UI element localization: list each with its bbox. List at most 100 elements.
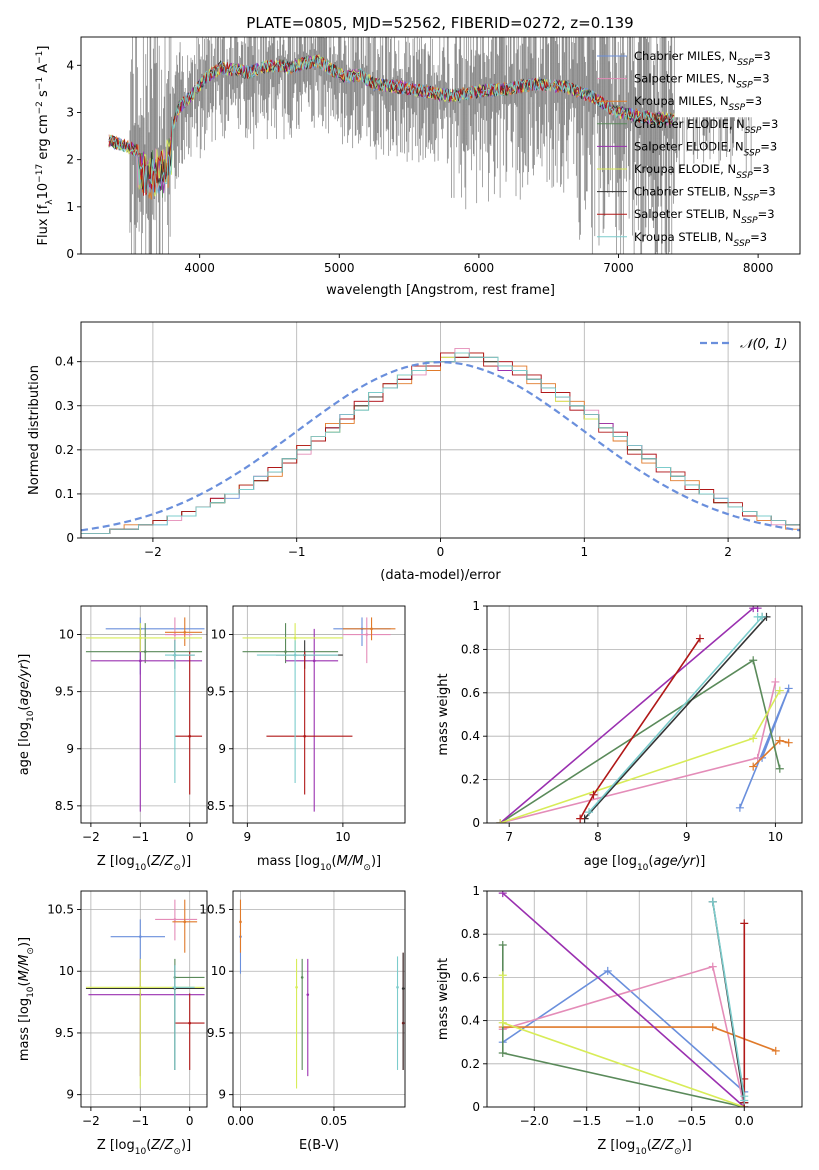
label-part: SSP	[734, 239, 751, 249]
y-tick-label: 0.2	[55, 443, 74, 457]
x-tick-label: 0	[186, 1114, 194, 1128]
label-part: =3	[753, 162, 770, 176]
y-tick-label: 8.5	[55, 799, 74, 813]
y-tick-label: 0.4	[461, 1014, 480, 1028]
data-point	[173, 633, 177, 636]
label-part: (	[647, 1138, 652, 1153]
label-part: Chabrier STELIB, N	[634, 185, 742, 199]
label-part: −1	[35, 77, 45, 90]
y-tick-label: 9.5	[207, 685, 226, 699]
label-part: 10	[637, 863, 649, 873]
label-part: Z [log	[97, 854, 135, 869]
plus-marker	[784, 684, 793, 693]
x-tick-label: 7000	[603, 261, 634, 275]
plus-marker	[740, 1096, 749, 1105]
x-tick-label: 0	[186, 830, 194, 844]
plus-marker	[753, 753, 762, 762]
plus-marker	[496, 819, 505, 823]
plus-marker	[708, 1023, 717, 1032]
data-point	[183, 630, 187, 634]
label-part: =3	[760, 139, 777, 153]
label-part: SSP	[741, 216, 758, 226]
plus-marker	[708, 962, 717, 971]
plus-marker	[589, 790, 598, 799]
plus-marker	[771, 677, 780, 686]
y-tick-label: 9.5	[55, 1026, 74, 1040]
x-tick-label: 6000	[464, 261, 495, 275]
y-tick-label: 9.5	[207, 1026, 226, 1040]
plus-marker	[576, 814, 585, 823]
legend-entry: Kroupa MILES, NSSP=3	[634, 94, 762, 113]
x-tick-label: 4000	[184, 261, 215, 275]
label-part: Chabrier ELODIE, N	[634, 117, 745, 131]
y-tick-label: 1	[472, 884, 480, 898]
x-tick-label: 7	[505, 830, 513, 844]
data-point	[293, 653, 297, 657]
residual-histogram-panel: −2 −1 0 1 2 0 0.1 0.2 0.3 0.4 (data-model)/error No…	[27, 321, 801, 583]
legend-entry: Salpeter MILES, NSSP=3	[634, 72, 770, 91]
label-part: Chabrier MILES, N	[634, 49, 737, 63]
y-tick-label: 0.4	[55, 355, 74, 369]
y-tick-label: 0	[472, 816, 480, 830]
y-axis-label: age [log10(age/yr)]	[17, 654, 36, 776]
plus-marker	[498, 1018, 507, 1027]
label-part: s	[36, 90, 51, 101]
label-part: age/yr	[17, 662, 32, 705]
y-axis-label: Flux [fλ10−17 erg cm−2 s−1 A−1]	[35, 46, 55, 246]
figure-title: PLATE=0805, MJD=52562, FIBERID=0272, z=0…	[246, 14, 633, 32]
x-tick-label: 0.0	[735, 1114, 754, 1128]
y-axis-label: mass weight	[436, 673, 451, 755]
data-point	[365, 633, 369, 636]
label-part: (	[332, 854, 337, 869]
plus-marker	[498, 1049, 507, 1057]
x-tick-label: 0.00	[227, 1114, 254, 1128]
label-part: SSP	[745, 126, 762, 136]
weight-line-chabrier-stelib	[584, 616, 769, 820]
y-tick-label: 10	[211, 964, 226, 978]
label-part: )]	[371, 854, 381, 869]
y-tick-label: 10.5	[199, 903, 226, 917]
plus-marker	[775, 686, 784, 695]
label-part: SSP	[736, 171, 753, 181]
data-point	[370, 627, 373, 631]
label-part: (	[146, 1138, 151, 1153]
x-tick-label: −2.0	[520, 1114, 549, 1128]
label-part: age [log	[17, 722, 32, 775]
x-tick-label: −0.5	[677, 1114, 706, 1128]
label-part: Salpeter MILES, N	[634, 72, 736, 86]
label-part: A	[36, 64, 51, 77]
y-tick-label: 0.3	[55, 399, 74, 413]
label-part: ⊙	[173, 863, 181, 873]
plus-marker	[749, 656, 758, 665]
axes-frame	[80, 605, 208, 824]
x-axis-label: Z [log10(Z/Z⊙)]	[97, 854, 191, 873]
y-tick-label: 0.6	[461, 970, 480, 984]
data-point	[295, 985, 298, 989]
label-part: −17	[35, 164, 45, 183]
x-axis-label: Z [log10(Z/Z⊙)]	[597, 1138, 691, 1157]
mass-vs-ebv-panel: 0.00 0.05 9 9.5 10 10.5 E(B-V)	[199, 890, 406, 1153]
axes-frame	[486, 605, 803, 824]
plus-marker	[695, 634, 704, 643]
plus-marker	[498, 891, 507, 898]
legend-entry: Chabrier ELODIE, NSSP=3	[634, 117, 778, 136]
x-tick-label: 10	[335, 830, 350, 844]
x-tick-label: −1.0	[625, 1114, 654, 1128]
data-point	[396, 985, 399, 989]
label-part: )]	[181, 854, 191, 869]
label-part: Z/Z	[150, 1138, 174, 1153]
label-part: SSP	[742, 194, 759, 204]
data-point	[173, 918, 177, 921]
y-tick-label: 9.5	[55, 685, 74, 699]
y-tick-label: 4	[66, 58, 74, 72]
plus-marker	[498, 941, 507, 949]
model-spectrum-kroupa-stelib	[108, 55, 675, 195]
y-axis-label: Normed distribution	[27, 365, 42, 495]
plus-marker	[498, 971, 507, 980]
y-tick-label: 0.8	[461, 927, 480, 941]
plus-marker	[749, 762, 758, 771]
data-point	[138, 636, 142, 640]
label-part: ⊙	[363, 863, 371, 873]
label-part: ⊙	[173, 1147, 181, 1157]
